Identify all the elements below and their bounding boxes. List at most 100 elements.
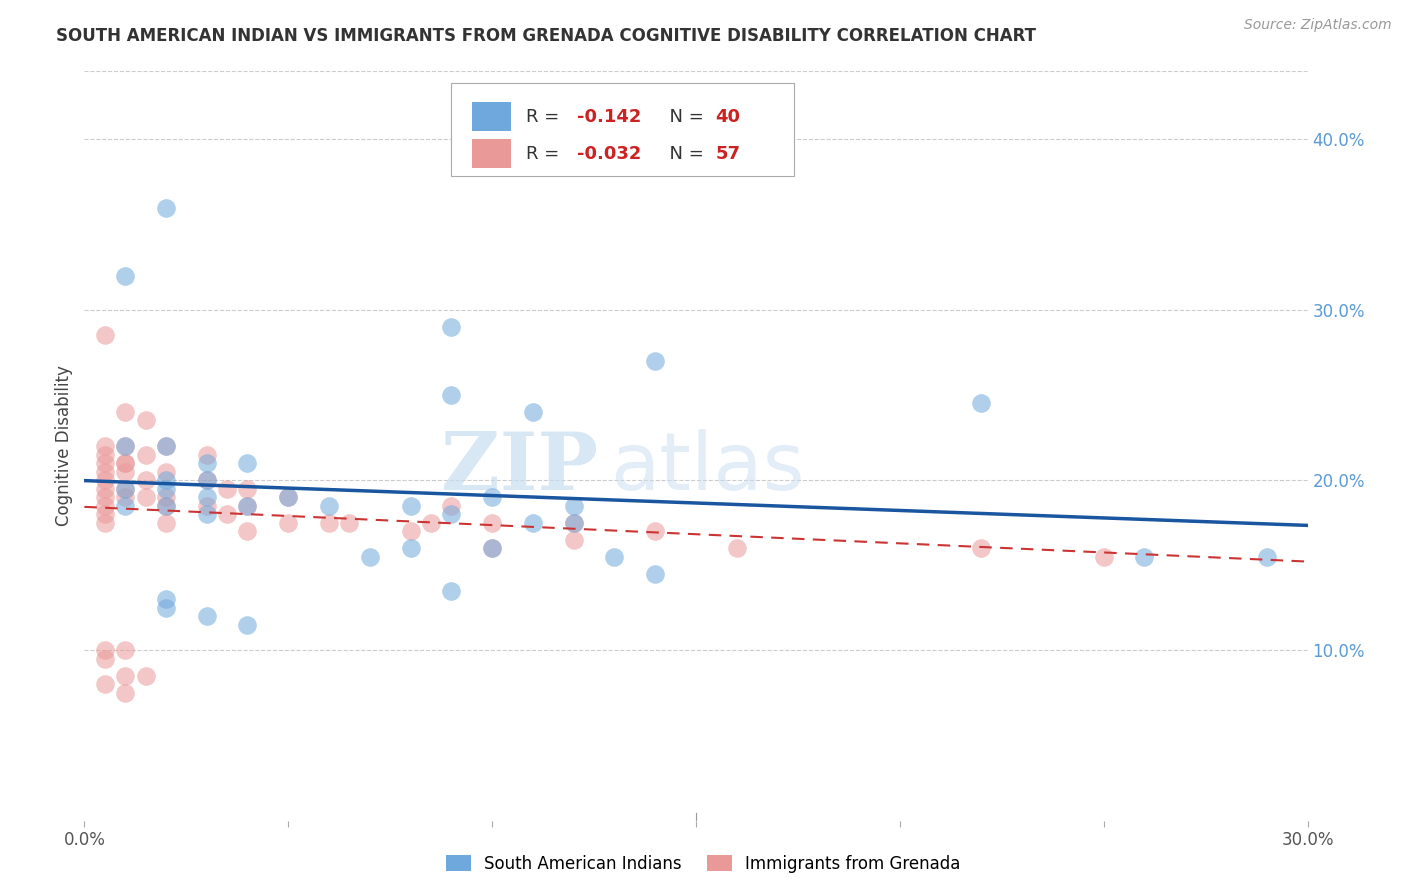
Point xyxy=(93,439,115,453)
Point xyxy=(155,499,177,513)
Text: 40: 40 xyxy=(716,108,741,126)
Text: R =: R = xyxy=(526,145,565,162)
Point xyxy=(318,499,340,513)
Text: -0.032: -0.032 xyxy=(578,145,641,162)
Point xyxy=(481,516,503,530)
Point xyxy=(135,413,157,427)
Text: R =: R = xyxy=(526,108,565,126)
Point xyxy=(236,524,259,538)
Point xyxy=(93,448,115,462)
Point xyxy=(644,354,666,368)
Point xyxy=(155,592,177,607)
Text: -0.142: -0.142 xyxy=(578,108,641,126)
Point xyxy=(440,583,463,598)
Point xyxy=(114,490,136,504)
Point xyxy=(135,448,157,462)
Point xyxy=(970,541,993,556)
Point xyxy=(114,482,136,496)
FancyBboxPatch shape xyxy=(451,83,794,177)
Point xyxy=(195,490,218,504)
Point xyxy=(155,600,177,615)
Point xyxy=(277,490,299,504)
Point xyxy=(359,549,381,564)
Point xyxy=(155,439,177,453)
Point xyxy=(155,201,177,215)
Point xyxy=(155,490,177,504)
FancyBboxPatch shape xyxy=(472,139,512,168)
Point xyxy=(93,465,115,479)
Point xyxy=(195,456,218,470)
Point xyxy=(318,516,340,530)
Point xyxy=(522,405,544,419)
Point xyxy=(1133,549,1156,564)
Point xyxy=(440,507,463,521)
Point xyxy=(217,482,239,496)
Text: Source: ZipAtlas.com: Source: ZipAtlas.com xyxy=(1244,18,1392,32)
Point xyxy=(562,516,585,530)
Point xyxy=(399,524,422,538)
Point xyxy=(236,499,259,513)
FancyBboxPatch shape xyxy=(472,103,512,131)
Point xyxy=(114,439,136,453)
Point xyxy=(399,541,422,556)
Legend: South American Indians, Immigrants from Grenada: South American Indians, Immigrants from … xyxy=(439,848,967,880)
Point xyxy=(236,617,259,632)
Point xyxy=(195,473,218,487)
Point xyxy=(339,516,361,530)
Point xyxy=(93,328,115,343)
Point xyxy=(155,499,177,513)
Point xyxy=(93,516,115,530)
Point xyxy=(399,499,422,513)
Point xyxy=(93,499,115,513)
Text: 57: 57 xyxy=(716,145,741,162)
Point xyxy=(114,465,136,479)
Point xyxy=(114,268,136,283)
Point xyxy=(217,507,239,521)
Point xyxy=(440,388,463,402)
Point xyxy=(562,533,585,547)
Point xyxy=(114,643,136,657)
Point xyxy=(440,499,463,513)
Point xyxy=(93,490,115,504)
Point xyxy=(93,677,115,691)
Point xyxy=(195,507,218,521)
Point xyxy=(725,541,748,556)
Point xyxy=(93,643,115,657)
Point xyxy=(481,490,503,504)
Point xyxy=(155,473,177,487)
Point xyxy=(114,405,136,419)
Point xyxy=(135,490,157,504)
Point xyxy=(420,516,443,530)
Point xyxy=(155,465,177,479)
Point xyxy=(93,456,115,470)
Point xyxy=(114,439,136,453)
Point xyxy=(114,669,136,683)
Point xyxy=(236,499,259,513)
Point xyxy=(93,482,115,496)
Y-axis label: Cognitive Disability: Cognitive Disability xyxy=(55,366,73,526)
Point xyxy=(195,609,218,624)
Text: N =: N = xyxy=(658,145,710,162)
Point xyxy=(236,456,259,470)
Point xyxy=(155,516,177,530)
Point xyxy=(644,524,666,538)
Text: SOUTH AMERICAN INDIAN VS IMMIGRANTS FROM GRENADA COGNITIVE DISABILITY CORRELATIO: SOUTH AMERICAN INDIAN VS IMMIGRANTS FROM… xyxy=(56,27,1036,45)
Text: atlas: atlas xyxy=(610,429,804,508)
Point xyxy=(155,482,177,496)
Text: ZIP: ZIP xyxy=(441,429,598,508)
Point xyxy=(114,482,136,496)
Point xyxy=(562,516,585,530)
Point xyxy=(1092,549,1115,564)
Point xyxy=(481,541,503,556)
Point xyxy=(277,490,299,504)
Point xyxy=(135,473,157,487)
Point xyxy=(93,473,115,487)
Point xyxy=(440,319,463,334)
Point xyxy=(155,439,177,453)
Point xyxy=(603,549,626,564)
Point xyxy=(277,516,299,530)
Point xyxy=(562,499,585,513)
Point xyxy=(114,456,136,470)
Point xyxy=(93,507,115,521)
Point xyxy=(195,473,218,487)
